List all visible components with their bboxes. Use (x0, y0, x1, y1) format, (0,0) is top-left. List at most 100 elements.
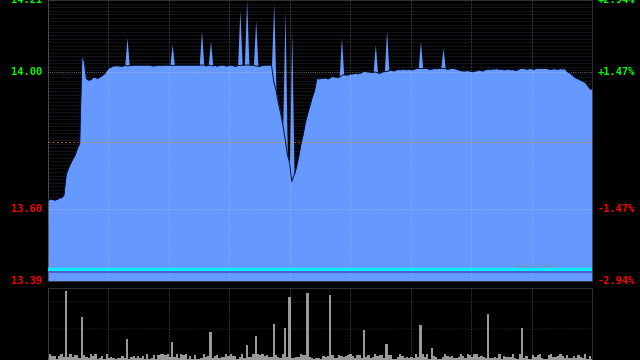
Bar (117, 358, 119, 360)
Bar (367, 355, 370, 360)
Bar (198, 359, 200, 360)
Bar (311, 358, 313, 360)
Bar (106, 354, 108, 360)
Bar (320, 359, 323, 360)
Bar (480, 356, 483, 360)
Bar (401, 356, 403, 360)
Bar (374, 354, 376, 360)
Bar (500, 359, 503, 360)
Bar (250, 357, 252, 360)
Text: +2.94%: +2.94% (598, 0, 635, 5)
Bar (381, 355, 383, 360)
Bar (512, 354, 514, 360)
Bar (570, 358, 573, 360)
Bar (573, 356, 575, 360)
Bar (207, 356, 209, 360)
Bar (81, 317, 83, 360)
Bar (79, 358, 81, 360)
Bar (289, 297, 291, 360)
Bar (453, 358, 456, 360)
Bar (187, 359, 189, 360)
Bar (469, 355, 471, 360)
Bar (580, 357, 582, 360)
Text: -1.47%: -1.47% (598, 204, 635, 214)
Bar (329, 295, 332, 360)
Bar (317, 359, 320, 360)
Bar (160, 354, 162, 360)
Bar (408, 358, 410, 360)
Bar (169, 357, 171, 360)
Bar (156, 359, 157, 360)
Bar (537, 355, 539, 360)
Bar (474, 354, 476, 360)
Bar (351, 356, 354, 360)
Bar (148, 359, 150, 360)
Bar (232, 356, 234, 360)
Bar (113, 358, 115, 360)
Bar (291, 358, 293, 360)
Bar (385, 343, 388, 360)
Bar (483, 357, 484, 360)
Bar (295, 357, 298, 360)
Bar (530, 359, 532, 360)
Bar (503, 356, 505, 360)
Bar (153, 355, 156, 360)
Bar (419, 325, 422, 360)
Bar (298, 357, 300, 360)
Bar (523, 357, 525, 360)
Bar (221, 357, 223, 360)
Bar (471, 357, 474, 360)
Bar (467, 354, 469, 360)
Text: 13.39: 13.39 (12, 276, 42, 286)
Bar (548, 355, 550, 360)
Bar (72, 357, 74, 360)
Bar (241, 354, 243, 360)
Bar (307, 293, 308, 360)
Bar (582, 357, 584, 360)
Bar (173, 357, 175, 360)
Bar (518, 354, 521, 360)
Bar (200, 358, 203, 360)
Bar (97, 359, 99, 360)
Bar (300, 354, 302, 360)
Bar (239, 356, 241, 360)
Bar (182, 355, 184, 360)
Bar (383, 358, 385, 360)
Bar (338, 355, 340, 360)
Bar (559, 354, 561, 360)
Text: 13.60: 13.60 (12, 204, 42, 214)
Bar (347, 355, 349, 360)
Bar (358, 355, 360, 360)
Bar (150, 359, 153, 360)
Bar (227, 356, 230, 360)
Bar (444, 354, 447, 360)
Bar (360, 358, 363, 360)
Bar (478, 357, 480, 360)
Text: +1.47%: +1.47% (598, 67, 635, 77)
Bar (70, 354, 72, 360)
Bar (465, 357, 467, 360)
Bar (286, 357, 289, 360)
Bar (175, 354, 178, 360)
Bar (180, 354, 182, 360)
Bar (333, 358, 336, 360)
Bar (435, 357, 437, 360)
Bar (92, 356, 94, 360)
Bar (246, 345, 248, 360)
Bar (484, 358, 487, 360)
Bar (51, 356, 54, 360)
Bar (356, 355, 358, 360)
Bar (365, 357, 367, 360)
Bar (458, 357, 460, 360)
Bar (171, 342, 173, 360)
Bar (313, 359, 316, 360)
Bar (586, 359, 589, 360)
Bar (499, 354, 500, 360)
Bar (212, 358, 214, 360)
Bar (327, 356, 329, 360)
Bar (248, 357, 250, 360)
Bar (521, 328, 523, 360)
Bar (137, 356, 140, 360)
Bar (144, 359, 146, 360)
Bar (541, 358, 543, 360)
